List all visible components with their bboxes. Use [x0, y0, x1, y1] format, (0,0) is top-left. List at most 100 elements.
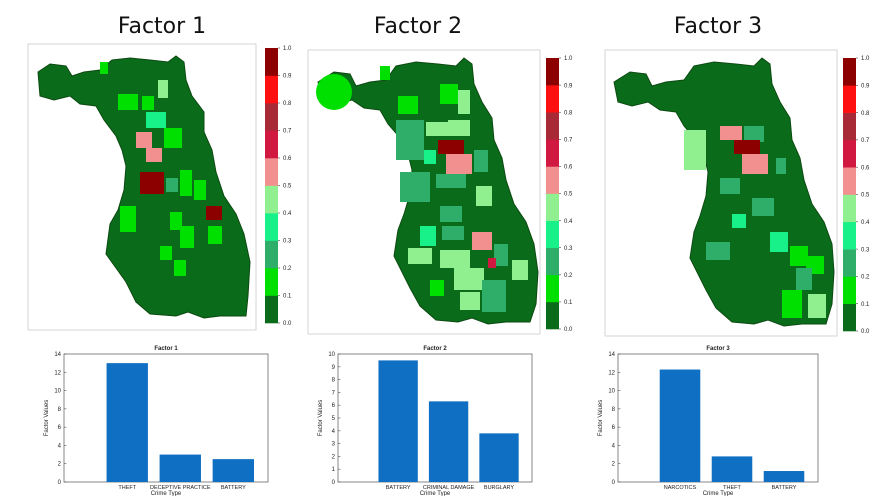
colorbar-segment	[546, 166, 559, 194]
factor-1-map	[37, 55, 251, 319]
colorbar-tick-label: 1.0	[283, 46, 292, 52]
y-axis-label: Factor Values	[598, 400, 604, 437]
colorbar-segment	[265, 158, 278, 186]
colorbar-tick-label: 0.1	[564, 300, 573, 306]
bar-narcotics	[659, 369, 701, 482]
y-tick-label: 8	[332, 378, 336, 384]
colorbar-segment	[546, 220, 559, 248]
colorbar-segment	[546, 139, 559, 167]
x-tick-label: THEFT	[118, 485, 136, 491]
factor-3-map	[613, 57, 835, 327]
y-tick-label: 12	[54, 370, 61, 376]
colorbar-segment	[546, 193, 559, 221]
colorbar-segment	[265, 213, 278, 241]
colorbar-segment	[843, 194, 856, 223]
colorbar-tick-label: 1.0	[564, 56, 573, 62]
y-tick-label: 12	[608, 370, 615, 376]
y-tick-label: 0	[332, 480, 336, 486]
colorbar-tick-label: 0.5	[564, 192, 573, 198]
bar-deceptive-practice	[159, 454, 201, 482]
x-axis-label: Crime Type	[703, 491, 734, 496]
x-axis-label: Crime Type	[151, 491, 182, 496]
chart-title: Factor 2	[423, 346, 447, 352]
x-tick-label: NARCOTICS	[664, 485, 697, 491]
x-tick-label: BATTERY	[221, 485, 246, 491]
colorbar-segment	[265, 185, 278, 214]
colorbar-tick-label: 0.6	[283, 156, 292, 162]
colorbar-tick-label: 0.2	[283, 266, 292, 272]
y-tick-label: 6	[58, 425, 62, 431]
y-tick-label: 7	[332, 390, 336, 396]
chart-title: Factor 3	[706, 346, 730, 352]
y-tick-label: 0	[58, 480, 62, 486]
colorbar-tick-label: 0.8	[564, 110, 573, 116]
y-axis-label: Factor Values	[44, 400, 50, 437]
colorbar-segment	[265, 240, 278, 269]
colorbar-tick-label: 0.0	[564, 327, 573, 333]
factor-2-map	[316, 57, 539, 325]
colorbar-tick-label: 0.8	[861, 111, 870, 117]
colorbar-tick-label: 1.0	[861, 56, 870, 62]
colorbar-segment	[843, 221, 856, 250]
x-tick-label: DECEPTIVE PRACTICE	[150, 485, 211, 491]
colorbar-tick-label: 0.5	[861, 193, 870, 199]
y-tick-label: 8	[612, 407, 616, 413]
bar-burglary	[479, 433, 519, 482]
colorbar-segment	[546, 274, 559, 303]
colorbar-segment	[843, 167, 856, 195]
y-tick-label: 6	[612, 425, 616, 431]
colorbar-segment	[265, 295, 278, 324]
colorbar-tick-label: 0.0	[861, 329, 870, 335]
colorbar-tick-label: 0.1	[861, 302, 870, 308]
colorbar-tick-label: 0.2	[861, 275, 870, 281]
y-tick-label: 2	[612, 462, 616, 468]
x-tick-label: BATTERY	[772, 485, 797, 491]
y-tick-label: 10	[608, 389, 615, 395]
colorbar-segment	[265, 48, 278, 76]
y-tick-label: 14	[54, 352, 61, 358]
factor-3-heading: Factor 3	[674, 14, 762, 39]
bar-battery	[378, 360, 418, 482]
factor-2-heading: Factor 2	[374, 14, 462, 39]
bar-theft	[106, 363, 148, 482]
y-tick-label: 4	[58, 443, 62, 449]
colorbar-segment	[265, 75, 278, 104]
colorbar-tick-label: 0.1	[283, 294, 292, 300]
colorbar-tick-label: 0.4	[861, 220, 870, 226]
colorbar-3: 0.0 0.1 0.2 0.3 0.4 0.5 0.6 0.7 0.8 0.9 1.0	[843, 56, 870, 335]
x-tick-label: THEFT	[723, 485, 741, 491]
colorbar-tick-label: 0.3	[564, 246, 573, 252]
y-tick-label: 2	[332, 454, 336, 460]
x-tick-label: CRIMINAL DAMAGE	[423, 485, 475, 491]
y-tick-label: 10	[54, 389, 61, 395]
y-tick-label: 14	[608, 352, 615, 358]
y-tick-label: 4	[332, 429, 336, 435]
bar-theft	[711, 456, 753, 482]
colorbar-segment	[546, 247, 559, 276]
colorbar-tick-label: 0.7	[564, 138, 573, 144]
colorbar-tick-label: 0.8	[283, 101, 292, 107]
colorbar-segment	[546, 112, 559, 140]
y-tick-label: 10	[328, 352, 335, 358]
bar-chart-2: Factor 2 0 1 2 3 4 5 6 7 8 9 10 BATTERY CRIMINAL DAMA…	[318, 346, 533, 496]
colorbar-tick-label: 0.0	[283, 321, 292, 327]
colorbar-tick-label: 0.4	[283, 211, 292, 217]
colorbar-segment	[843, 276, 856, 304]
colorbar-tick-label: 0.9	[283, 74, 292, 80]
bar-chart-1: Factor 1 0 2 4 6 8 10 12 14 THEFT DECEPTIVE PRACTI…	[44, 346, 269, 496]
y-tick-label: 1	[332, 467, 336, 473]
colorbar-tick-label: 0.7	[283, 129, 292, 135]
y-axis-label: Factor Values	[318, 400, 324, 437]
colorbar-segment	[843, 112, 856, 141]
colorbar-segment	[843, 249, 856, 277]
y-tick-label: 2	[58, 462, 62, 468]
colorbar-segment	[843, 85, 856, 113]
y-tick-label: 5	[332, 416, 336, 422]
colorbar-segment	[843, 139, 856, 168]
bar-battery	[212, 459, 255, 482]
colorbar-segment	[265, 268, 278, 296]
colorbar-tick-label: 0.6	[564, 165, 573, 171]
bar-chart-3: Factor 3 0 2 4 6 8 10 12 14 NARCOTICS THEFT BATTERY…	[598, 346, 819, 496]
y-tick-label: 3	[332, 442, 336, 448]
